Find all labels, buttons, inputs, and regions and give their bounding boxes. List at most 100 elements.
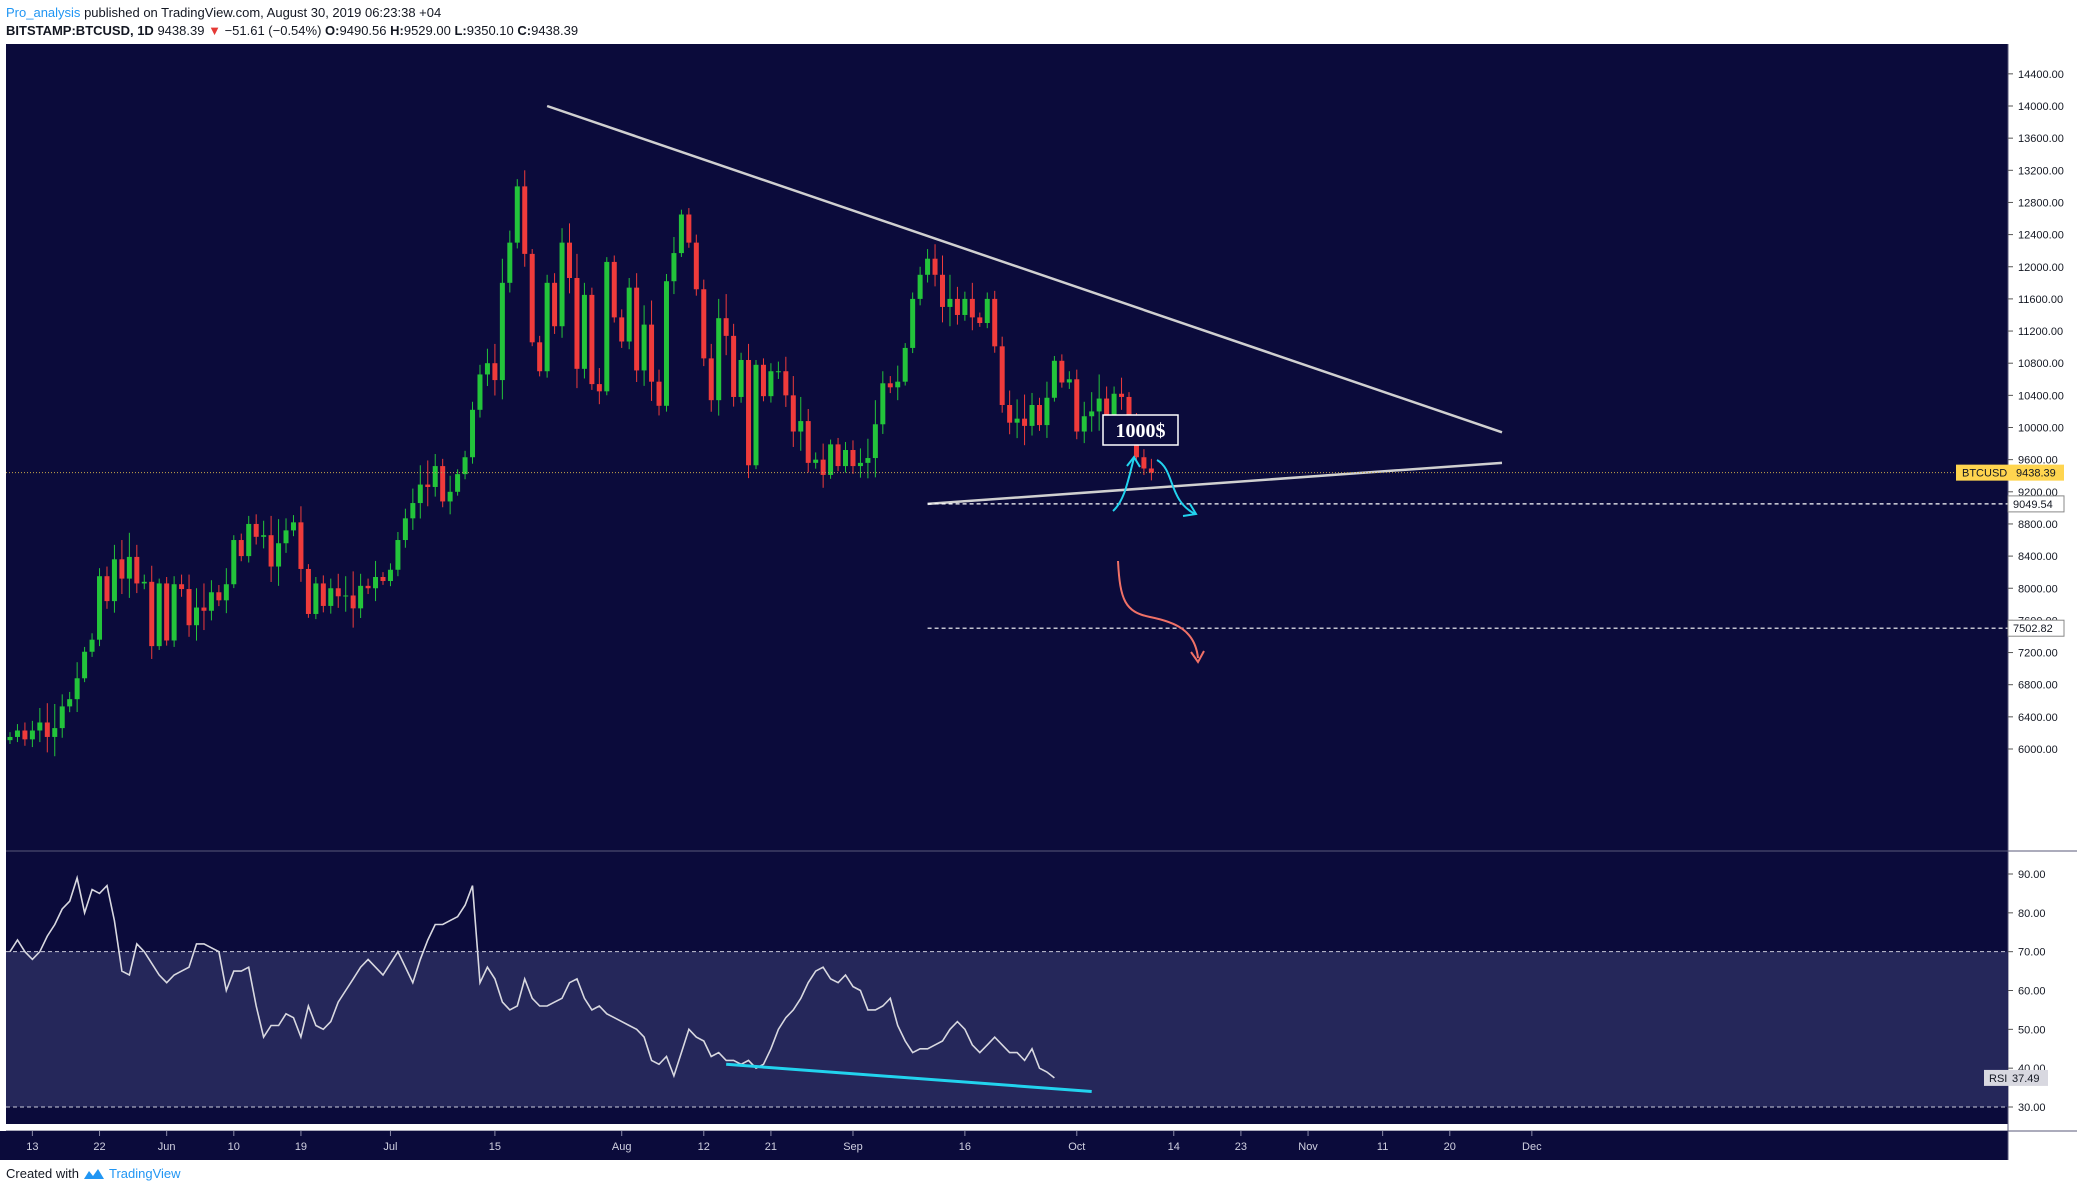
candle-body (261, 535, 267, 537)
candle-body (1089, 411, 1095, 417)
candle-body (216, 592, 222, 601)
candle-body (253, 523, 259, 537)
candle-body (52, 728, 58, 737)
candle-body (872, 424, 878, 459)
candle-body (44, 722, 50, 737)
candle-body (1119, 393, 1125, 397)
candle-body (29, 730, 35, 740)
annotation-text: 1000$ (1116, 420, 1166, 442)
candle-body (514, 186, 520, 243)
breakdown-arrow (1117, 560, 1199, 659)
candle-body (604, 261, 610, 392)
candle-body (574, 278, 580, 369)
candle-body (1014, 418, 1020, 423)
candle-body (850, 450, 856, 467)
candle-body (290, 522, 296, 531)
rsi-last-value: 37.49 (2012, 1073, 2040, 1085)
candle-body (619, 317, 625, 342)
price-tick-label: 8800.00 (2018, 519, 2058, 531)
author-link[interactable]: Pro_analysis (6, 5, 81, 20)
candle-body (268, 535, 274, 567)
candle-body (723, 318, 729, 336)
time-tick-label: 23 (1235, 1141, 1247, 1153)
candle-body (1029, 404, 1035, 426)
candle-body (828, 444, 834, 475)
candle-body (843, 450, 849, 467)
time-tick-label: 16 (959, 1141, 971, 1153)
candle-body (999, 346, 1005, 405)
support-trendline (927, 461, 1503, 506)
candle-body (1148, 468, 1154, 473)
ohlc-line: BITSTAMP:BTCUSD, 1D 9438.39 ▼ −51.61 (−0… (6, 22, 578, 40)
candle-body (238, 540, 244, 557)
price-tick-label: 12800.00 (2018, 197, 2064, 209)
candle-body (156, 583, 162, 647)
time-tick-label: 20 (1444, 1141, 1456, 1153)
candle-body (402, 518, 408, 541)
candle-body (14, 730, 20, 737)
tradingview-link[interactable]: TradingView (108, 1166, 181, 1181)
candle-body (820, 459, 826, 475)
time-tick-label: 10 (228, 1141, 240, 1153)
time-tick-label: Jun (158, 1141, 176, 1153)
candle-body (634, 287, 640, 371)
candle-body (880, 383, 886, 425)
candle-body (701, 289, 707, 359)
rsi-tick-label: 80.00 (2018, 908, 2046, 920)
time-tick-label: 11 (1377, 1141, 1388, 1153)
candle-body (350, 595, 356, 609)
price-tick-label: 10000.00 (2018, 423, 2064, 435)
chart-header: Pro_analysis published on TradingView.co… (6, 4, 578, 40)
candle-body (611, 261, 617, 318)
time-axis-bg (0, 1131, 2008, 1160)
open-value: 9490.56 (339, 23, 387, 38)
candle-body (82, 651, 88, 679)
tradingview-logo-icon (83, 1168, 104, 1179)
candle-body (1126, 396, 1132, 420)
rsi-divergence-line (726, 1062, 1092, 1093)
time-tick-label: Dec (1522, 1141, 1542, 1153)
price-change: −51.61 (−0.54%) (224, 23, 322, 38)
candle-body (663, 281, 669, 406)
candle-body (387, 569, 393, 582)
candle-body (641, 324, 647, 371)
candle-body (37, 722, 43, 731)
price-tick-label: 10400.00 (2018, 390, 2064, 402)
candle-body (910, 298, 916, 348)
candle-body (969, 298, 975, 318)
candle-body (835, 444, 841, 467)
candle-body (716, 318, 722, 401)
level-price-badge (2007, 495, 2065, 513)
candle-body (447, 491, 453, 502)
candle-body (477, 374, 483, 410)
arrow-right-head-icon (1182, 503, 1198, 517)
candle-body (790, 395, 796, 432)
candle-body (358, 585, 364, 609)
candle-body (432, 466, 438, 487)
candle-body (373, 576, 379, 589)
time-tick-label: 12 (698, 1141, 710, 1153)
chart-canvas[interactable]: 14400.00 14000.00 13600.00 13200.00 12800.00… (0, 0, 2077, 1160)
candle-body (686, 214, 692, 243)
candle-body (186, 589, 192, 626)
time-tick-label: 22 (93, 1141, 105, 1153)
current-price-value: 9438.39 (2016, 468, 2056, 480)
candle-body (544, 282, 550, 372)
candle-body (194, 607, 199, 626)
time-axis-labels: 13 22 Jun 10 19 Jul 15 Aug 12 21 Sep 16 Oct 14 23 Nov 11… (26, 1131, 1542, 1153)
candle-body (67, 699, 73, 707)
current-price-badge (1956, 464, 2064, 481)
price-tick-label: 8000.00 (2018, 583, 2058, 595)
candle-body (223, 584, 229, 601)
annotation-box: 1000$ (1102, 414, 1179, 446)
main-pane-bg (6, 44, 2008, 1124)
time-tick-label: 14 (1168, 1141, 1180, 1153)
candle-body (798, 421, 804, 432)
price-tick-label: 6000.00 (2018, 744, 2058, 756)
open-label: O: (325, 23, 340, 38)
candle-body (656, 381, 662, 406)
down-triangle-icon: ▼ (208, 23, 221, 38)
candle-body (783, 371, 789, 396)
candle-body (164, 583, 170, 641)
candle-body (760, 364, 766, 397)
